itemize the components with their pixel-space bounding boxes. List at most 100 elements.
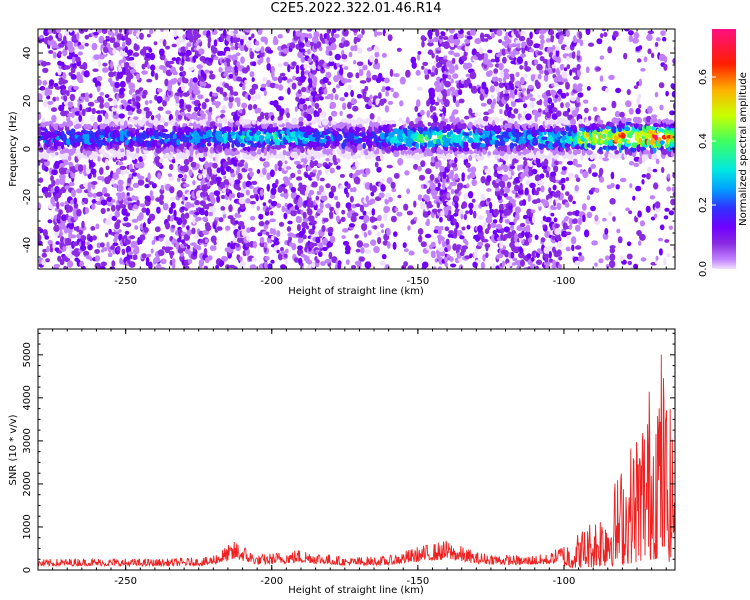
heatmap-cell — [307, 48, 311, 55]
heatmap-cell — [61, 153, 68, 160]
heatmap-cell — [249, 200, 256, 205]
heatmap-cell — [157, 172, 162, 180]
heatmap-cell — [300, 56, 306, 63]
heatmap-cell — [291, 117, 298, 125]
heatmap-cell — [134, 225, 139, 230]
heatmap-cell — [455, 221, 459, 229]
heatmap-cell — [130, 62, 136, 68]
heatmap-cell — [83, 29, 89, 33]
heatmap-cell — [392, 241, 397, 250]
heatmap-cell — [304, 70, 310, 75]
heatmap-cell — [616, 228, 621, 234]
heatmap-cell — [264, 37, 268, 45]
heatmap-cell — [191, 111, 198, 120]
heatmap-cell — [68, 221, 75, 230]
heatmap-cell — [188, 169, 193, 177]
heatmap-cell — [459, 235, 465, 240]
heatmap-cell — [97, 59, 102, 68]
heatmap-cell — [278, 84, 284, 91]
heatmap-cell — [251, 83, 259, 90]
heatmap-cell — [362, 210, 367, 216]
heatmap-cell — [184, 212, 190, 219]
heatmap-cell — [325, 157, 330, 162]
heatmap-cell — [531, 168, 538, 175]
heatmap-cell — [174, 92, 181, 97]
heatmap-cell — [204, 210, 209, 217]
heatmap-cell — [160, 29, 164, 33]
heatmap-cell — [278, 166, 282, 172]
heatmap-cell — [558, 160, 563, 165]
heatmap-cell — [269, 210, 274, 216]
heatmap-cell — [277, 34, 283, 39]
heatmap-cell — [67, 155, 72, 161]
heatmap-cell — [316, 173, 320, 181]
heatmap-cell — [151, 183, 157, 189]
heatmap-cell — [345, 202, 352, 209]
heatmap-cell — [141, 253, 147, 259]
heatmap-cell — [59, 230, 63, 239]
heatmap-cell — [58, 222, 66, 230]
heatmap-cell — [403, 203, 409, 211]
heatmap-cell — [101, 176, 105, 182]
heatmap-cell — [190, 161, 197, 168]
heatmap-cell — [576, 50, 581, 56]
heatmap-cell — [417, 165, 422, 172]
heatmap-cell — [63, 65, 71, 70]
heatmap-cell — [199, 119, 204, 126]
heatmap-cell — [241, 229, 248, 237]
heatmap-cell — [219, 182, 226, 190]
heatmap-cell — [110, 245, 115, 250]
heatmap-cell — [330, 185, 337, 193]
heatmap-cell — [133, 116, 139, 120]
heatmap-cell — [125, 212, 130, 217]
heatmap-cell — [598, 119, 604, 125]
heatmap-cell — [70, 128, 76, 134]
heatmap-cell — [119, 120, 125, 126]
heatmap-cell — [260, 111, 265, 119]
heatmap-cell — [575, 163, 583, 168]
heatmap-cell — [59, 149, 66, 155]
heatmap-cell — [80, 235, 87, 242]
heatmap-cell — [57, 37, 62, 42]
heatmap-cell — [228, 204, 233, 213]
heatmap-cell — [576, 131, 581, 137]
heatmap-cell — [106, 207, 110, 212]
heatmap-cell — [557, 240, 563, 248]
heatmap-cell — [175, 98, 180, 104]
heatmap-cell — [591, 240, 598, 246]
heatmap-cell — [620, 144, 625, 151]
heatmap-cell — [197, 94, 204, 100]
heatmap-cell — [281, 205, 286, 213]
heatmap-cell — [116, 219, 121, 224]
heatmap-cell — [124, 169, 130, 175]
heatmap-cell — [50, 187, 54, 194]
heatmap-cell — [147, 196, 151, 203]
heatmap-cell — [421, 261, 429, 269]
heatmap-cell — [460, 77, 464, 82]
heatmap-cell — [106, 202, 113, 207]
heatmap-cell — [469, 29, 477, 36]
heatmap-cell — [58, 80, 63, 85]
heatmap-cell — [278, 120, 283, 125]
heatmap-cell — [566, 64, 571, 70]
heatmap-cell — [42, 99, 48, 108]
heatmap-cell — [245, 119, 252, 125]
heatmap-cell — [554, 160, 560, 166]
heatmap-cell — [204, 238, 209, 243]
heatmap-cell — [617, 236, 623, 244]
heatmap-cell — [285, 166, 292, 170]
heatmap-cell — [554, 223, 560, 229]
heatmap-cell — [444, 80, 451, 88]
heatmap-cell — [136, 199, 140, 207]
heatmap-cell — [212, 245, 217, 251]
heatmap-cell — [524, 187, 529, 195]
heatmap-cell — [145, 110, 153, 117]
heatmap-cell — [66, 205, 74, 213]
heatmap-cell — [381, 98, 387, 104]
heatmap-cell — [127, 124, 133, 128]
heatmap-cell — [226, 69, 233, 73]
heatmap-cell — [232, 224, 237, 230]
heatmap-cell — [330, 121, 338, 125]
heatmap-cell — [321, 191, 327, 196]
heatmap-cell — [352, 105, 359, 112]
